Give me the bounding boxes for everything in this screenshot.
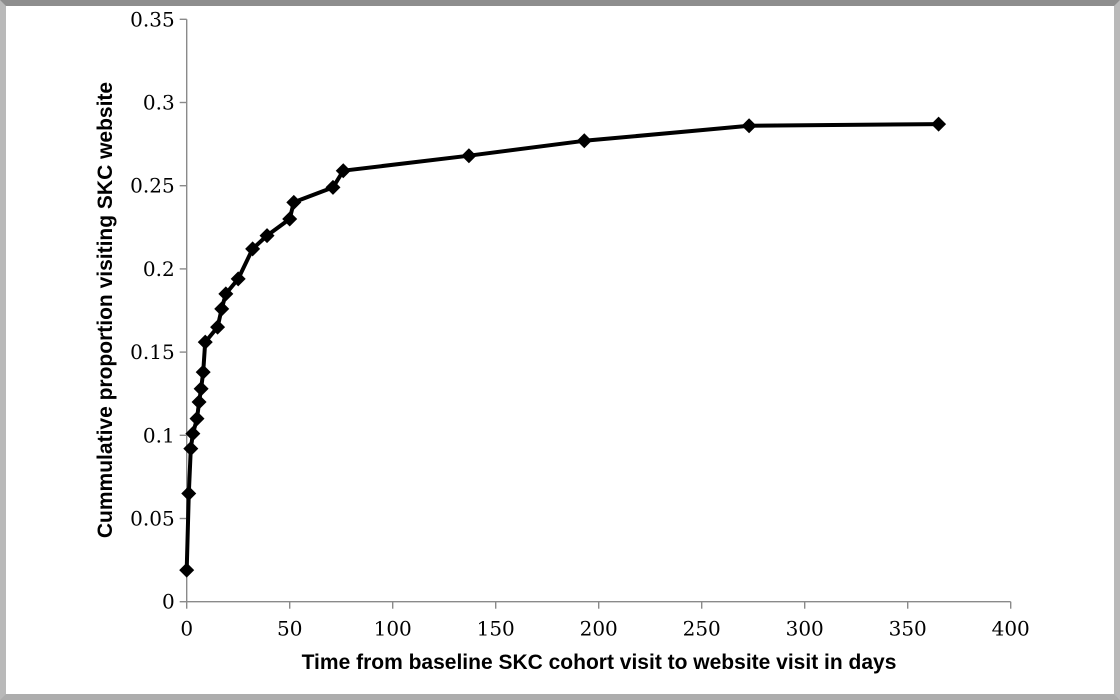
x-tick-label: 350 (889, 617, 927, 641)
x-tick-label: 400 (992, 617, 1030, 641)
y-axis-title: Cummulative proportion visiting SKC webs… (94, 82, 117, 538)
y-tick-label: 0 (162, 590, 175, 614)
data-point-marker (931, 116, 947, 132)
data-point-marker (741, 118, 757, 134)
y-tick-label: 0.15 (130, 340, 175, 364)
data-point-marker (185, 426, 201, 442)
data-point-marker (191, 394, 207, 410)
data-point-marker (461, 148, 477, 164)
x-tick-label: 150 (477, 617, 515, 641)
y-tick-label: 0.1 (143, 423, 175, 447)
data-point-marker (214, 301, 230, 317)
x-tick-label: 0 (180, 617, 193, 641)
data-point-marker (259, 228, 275, 244)
data-point-marker (179, 562, 195, 578)
x-tick-label: 250 (683, 617, 721, 641)
data-point-marker (181, 486, 197, 502)
data-point-marker (230, 271, 246, 287)
x-axis-title: Time from baseline SKC cohort visit to w… (302, 651, 897, 674)
data-point-marker (282, 211, 298, 227)
data-point-marker (195, 364, 211, 380)
y-tick-label: 0.25 (130, 174, 175, 198)
data-point-marker (218, 286, 234, 302)
x-tick-label: 200 (580, 617, 618, 641)
cumulative-proportion-chart: Time from baseline SKC cohort visit to w… (94, 7, 1030, 674)
y-tick-label: 0.35 (130, 7, 175, 31)
x-tick-label: 50 (277, 617, 302, 641)
data-point-marker (325, 179, 341, 195)
data-point-marker (335, 163, 351, 179)
data-series-line (184, 122, 941, 573)
data-point-marker (183, 441, 199, 457)
data-point-marker (245, 241, 261, 257)
data-point-marker (197, 334, 213, 350)
data-point-marker (189, 411, 205, 427)
data-point-marker (576, 133, 592, 149)
x-tick-label: 100 (374, 617, 412, 641)
y-tick-label: 0.2 (143, 257, 175, 281)
x-tick-label: 300 (786, 617, 824, 641)
data-point-marker (286, 194, 302, 210)
y-tick-label: 0.05 (130, 507, 175, 531)
data-point-marker (193, 381, 209, 397)
data-point-marker (210, 319, 226, 335)
y-tick-label: 0.3 (143, 91, 175, 115)
